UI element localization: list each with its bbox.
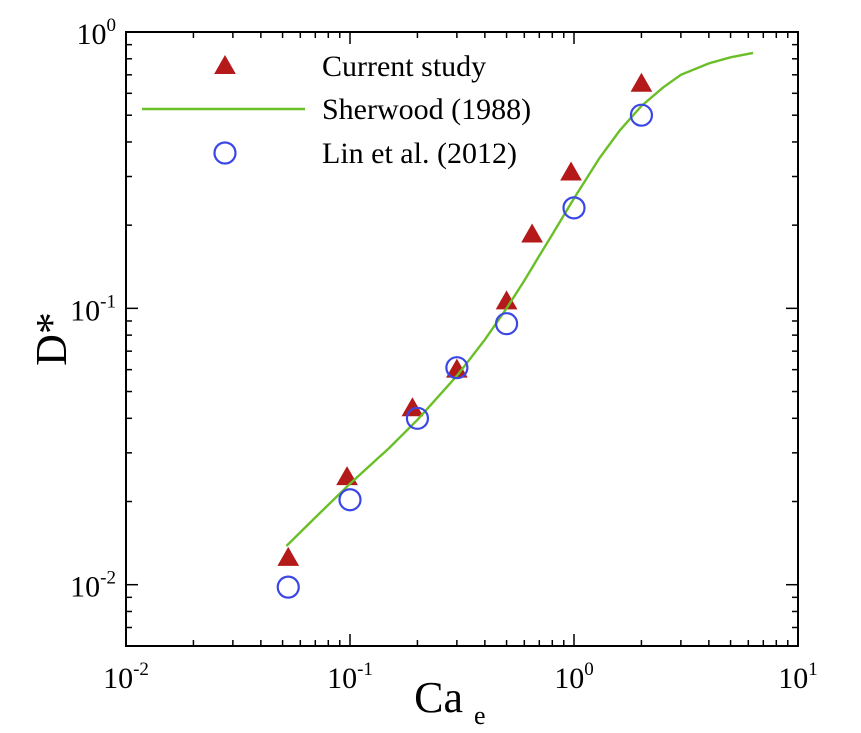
sherwood-line xyxy=(285,51,754,547)
legend: Current study Sherwood (1988) Lin et al. (… xyxy=(142,50,531,170)
x-tick-label: 10-1 xyxy=(327,659,373,695)
triangle-point xyxy=(560,161,582,181)
triangle-point xyxy=(277,546,300,566)
plot-frame xyxy=(125,31,799,647)
y-tick-label: 100 xyxy=(77,15,117,51)
tick-labels: 10-2 10-1 100 101 10-2 10-1 100 xyxy=(70,15,818,695)
x-tick-label: 10-2 xyxy=(103,659,149,695)
series-2 xyxy=(276,103,654,599)
circle-point xyxy=(338,488,362,512)
legend-circle-swatch xyxy=(213,141,237,165)
circle-point xyxy=(405,406,430,430)
legend-label: Current study xyxy=(322,50,486,83)
y-tick-label: 10-1 xyxy=(70,291,116,327)
circle-point xyxy=(629,103,654,127)
x-tick-label: 101 xyxy=(778,659,818,695)
axis-ticks xyxy=(125,31,799,647)
circle-point xyxy=(445,356,469,380)
y-tick-label: 10-2 xyxy=(70,568,116,604)
x-tick-label: 100 xyxy=(554,659,594,695)
circle-point xyxy=(562,196,586,220)
legend-triangle-swatch xyxy=(214,54,236,74)
series-1 xyxy=(285,51,754,547)
triangle-point xyxy=(521,223,543,243)
triangle-point xyxy=(336,466,358,486)
plot-layer xyxy=(276,51,754,599)
x-axis-title: Ca xyxy=(414,673,463,722)
x-axis-title-subscript: e xyxy=(474,701,486,730)
legend-label: Sherwood (1988) xyxy=(322,93,531,126)
triangle-point xyxy=(630,72,653,92)
legend-label: Lin et al. (2012) xyxy=(322,137,517,170)
circle-point xyxy=(276,575,300,599)
y-axis-title: D* xyxy=(27,312,76,366)
circle-point xyxy=(494,312,519,336)
